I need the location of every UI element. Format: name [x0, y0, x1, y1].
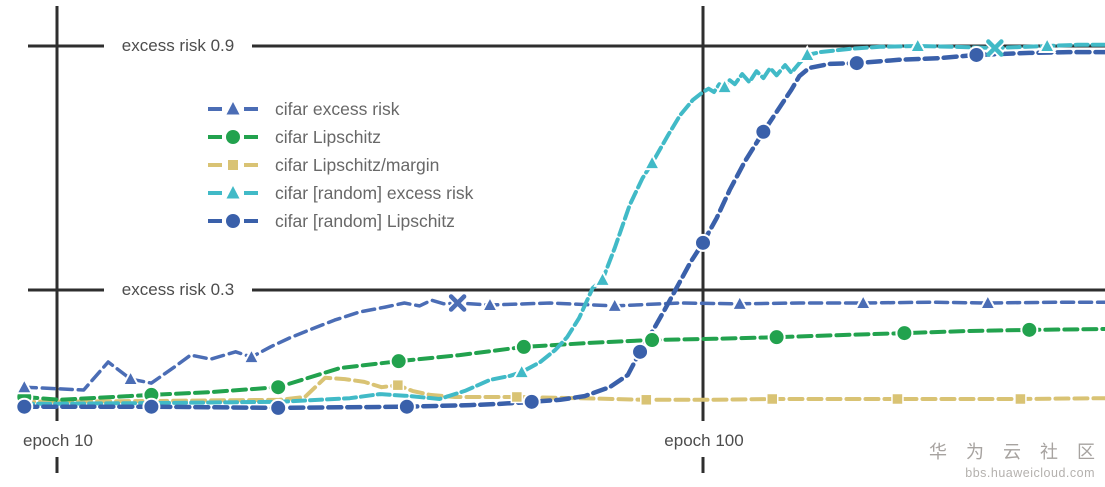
triangle-marker — [798, 44, 817, 62]
legend-item: cifar [random] excess risk — [207, 179, 473, 207]
circle-marker — [522, 392, 541, 411]
x-marker — [986, 39, 1004, 57]
epoch-tick-label: epoch 10 — [17, 431, 99, 451]
triangle-marker — [908, 35, 927, 53]
legend-item: cifar Lipschitz/margin — [207, 151, 473, 179]
legend-triangle-marker-icon — [208, 186, 258, 199]
series-line — [22, 327, 1105, 402]
gridline-label: excess risk 0.9 — [115, 36, 241, 56]
circle-marker — [15, 397, 34, 416]
circle-marker — [631, 342, 650, 361]
circle-marker — [767, 328, 786, 347]
circle-marker — [269, 398, 288, 417]
circle-marker — [1020, 320, 1039, 339]
legend-circle-marker-icon — [208, 130, 258, 144]
triangle-marker — [854, 292, 873, 311]
circle-marker — [269, 378, 288, 397]
legend-item-label: cifar [random] Lipschitz — [275, 211, 455, 231]
watermark: 华 为 云 社 区 bbs.huaweicloud.com — [929, 438, 1095, 480]
square-marker — [391, 378, 405, 392]
legend-item: cifar Lipschitz — [207, 123, 473, 151]
circle-marker — [967, 45, 986, 64]
circle-marker — [895, 324, 914, 343]
circle-marker — [847, 54, 866, 73]
gridline-label: excess risk 0.3 — [115, 280, 241, 300]
triangle-marker — [15, 377, 34, 395]
square-marker — [766, 392, 779, 406]
circle-marker — [397, 397, 416, 416]
circle-marker — [142, 397, 161, 416]
circle-marker — [643, 331, 662, 350]
square-marker — [1014, 392, 1027, 406]
triangle-marker — [121, 368, 140, 387]
triangle-marker — [480, 294, 500, 313]
series-line — [19, 375, 1105, 404]
triangle-marker — [242, 346, 261, 365]
x-marker — [448, 294, 467, 312]
triangle-marker — [642, 153, 662, 171]
legend-circle-marker-icon — [208, 214, 258, 228]
circle-marker — [514, 337, 533, 356]
epoch-tick-label: epoch 100 — [658, 431, 750, 451]
square-marker — [510, 390, 524, 404]
series-line — [19, 42, 1105, 406]
watermark-title: 华 为 云 社 区 — [928, 442, 1102, 462]
triangle-marker — [593, 269, 612, 287]
legend-item-label: cifar [random] excess risk — [275, 183, 474, 203]
watermark-url: bbs.huaweicloud.com — [965, 466, 1095, 480]
legend-item-label: cifar excess risk — [275, 99, 400, 119]
legend-item: cifar [random] Lipschitz — [207, 207, 473, 235]
legend-item-label: cifar Lipschitz — [275, 127, 382, 147]
legend: cifar excess risk cifar Lipschitz cifar Li… — [207, 95, 473, 235]
series-line — [22, 49, 1105, 411]
legend-square-marker-icon — [208, 160, 258, 170]
triangle-marker — [730, 293, 749, 311]
triangle-marker — [512, 362, 531, 380]
circle-marker — [694, 233, 712, 252]
square-marker — [891, 392, 904, 406]
legend-item-label: cifar Lipschitz/margin — [275, 155, 440, 175]
legend-triangle-marker-icon — [208, 102, 258, 115]
circle-marker — [389, 352, 408, 371]
triangle-marker — [605, 295, 624, 313]
triangle-marker — [978, 292, 997, 311]
circle-marker — [754, 122, 773, 141]
triangle-marker — [1037, 35, 1057, 53]
square-marker — [640, 393, 653, 407]
triangle-marker — [715, 76, 734, 95]
legend-item: cifar excess risk — [207, 95, 473, 123]
